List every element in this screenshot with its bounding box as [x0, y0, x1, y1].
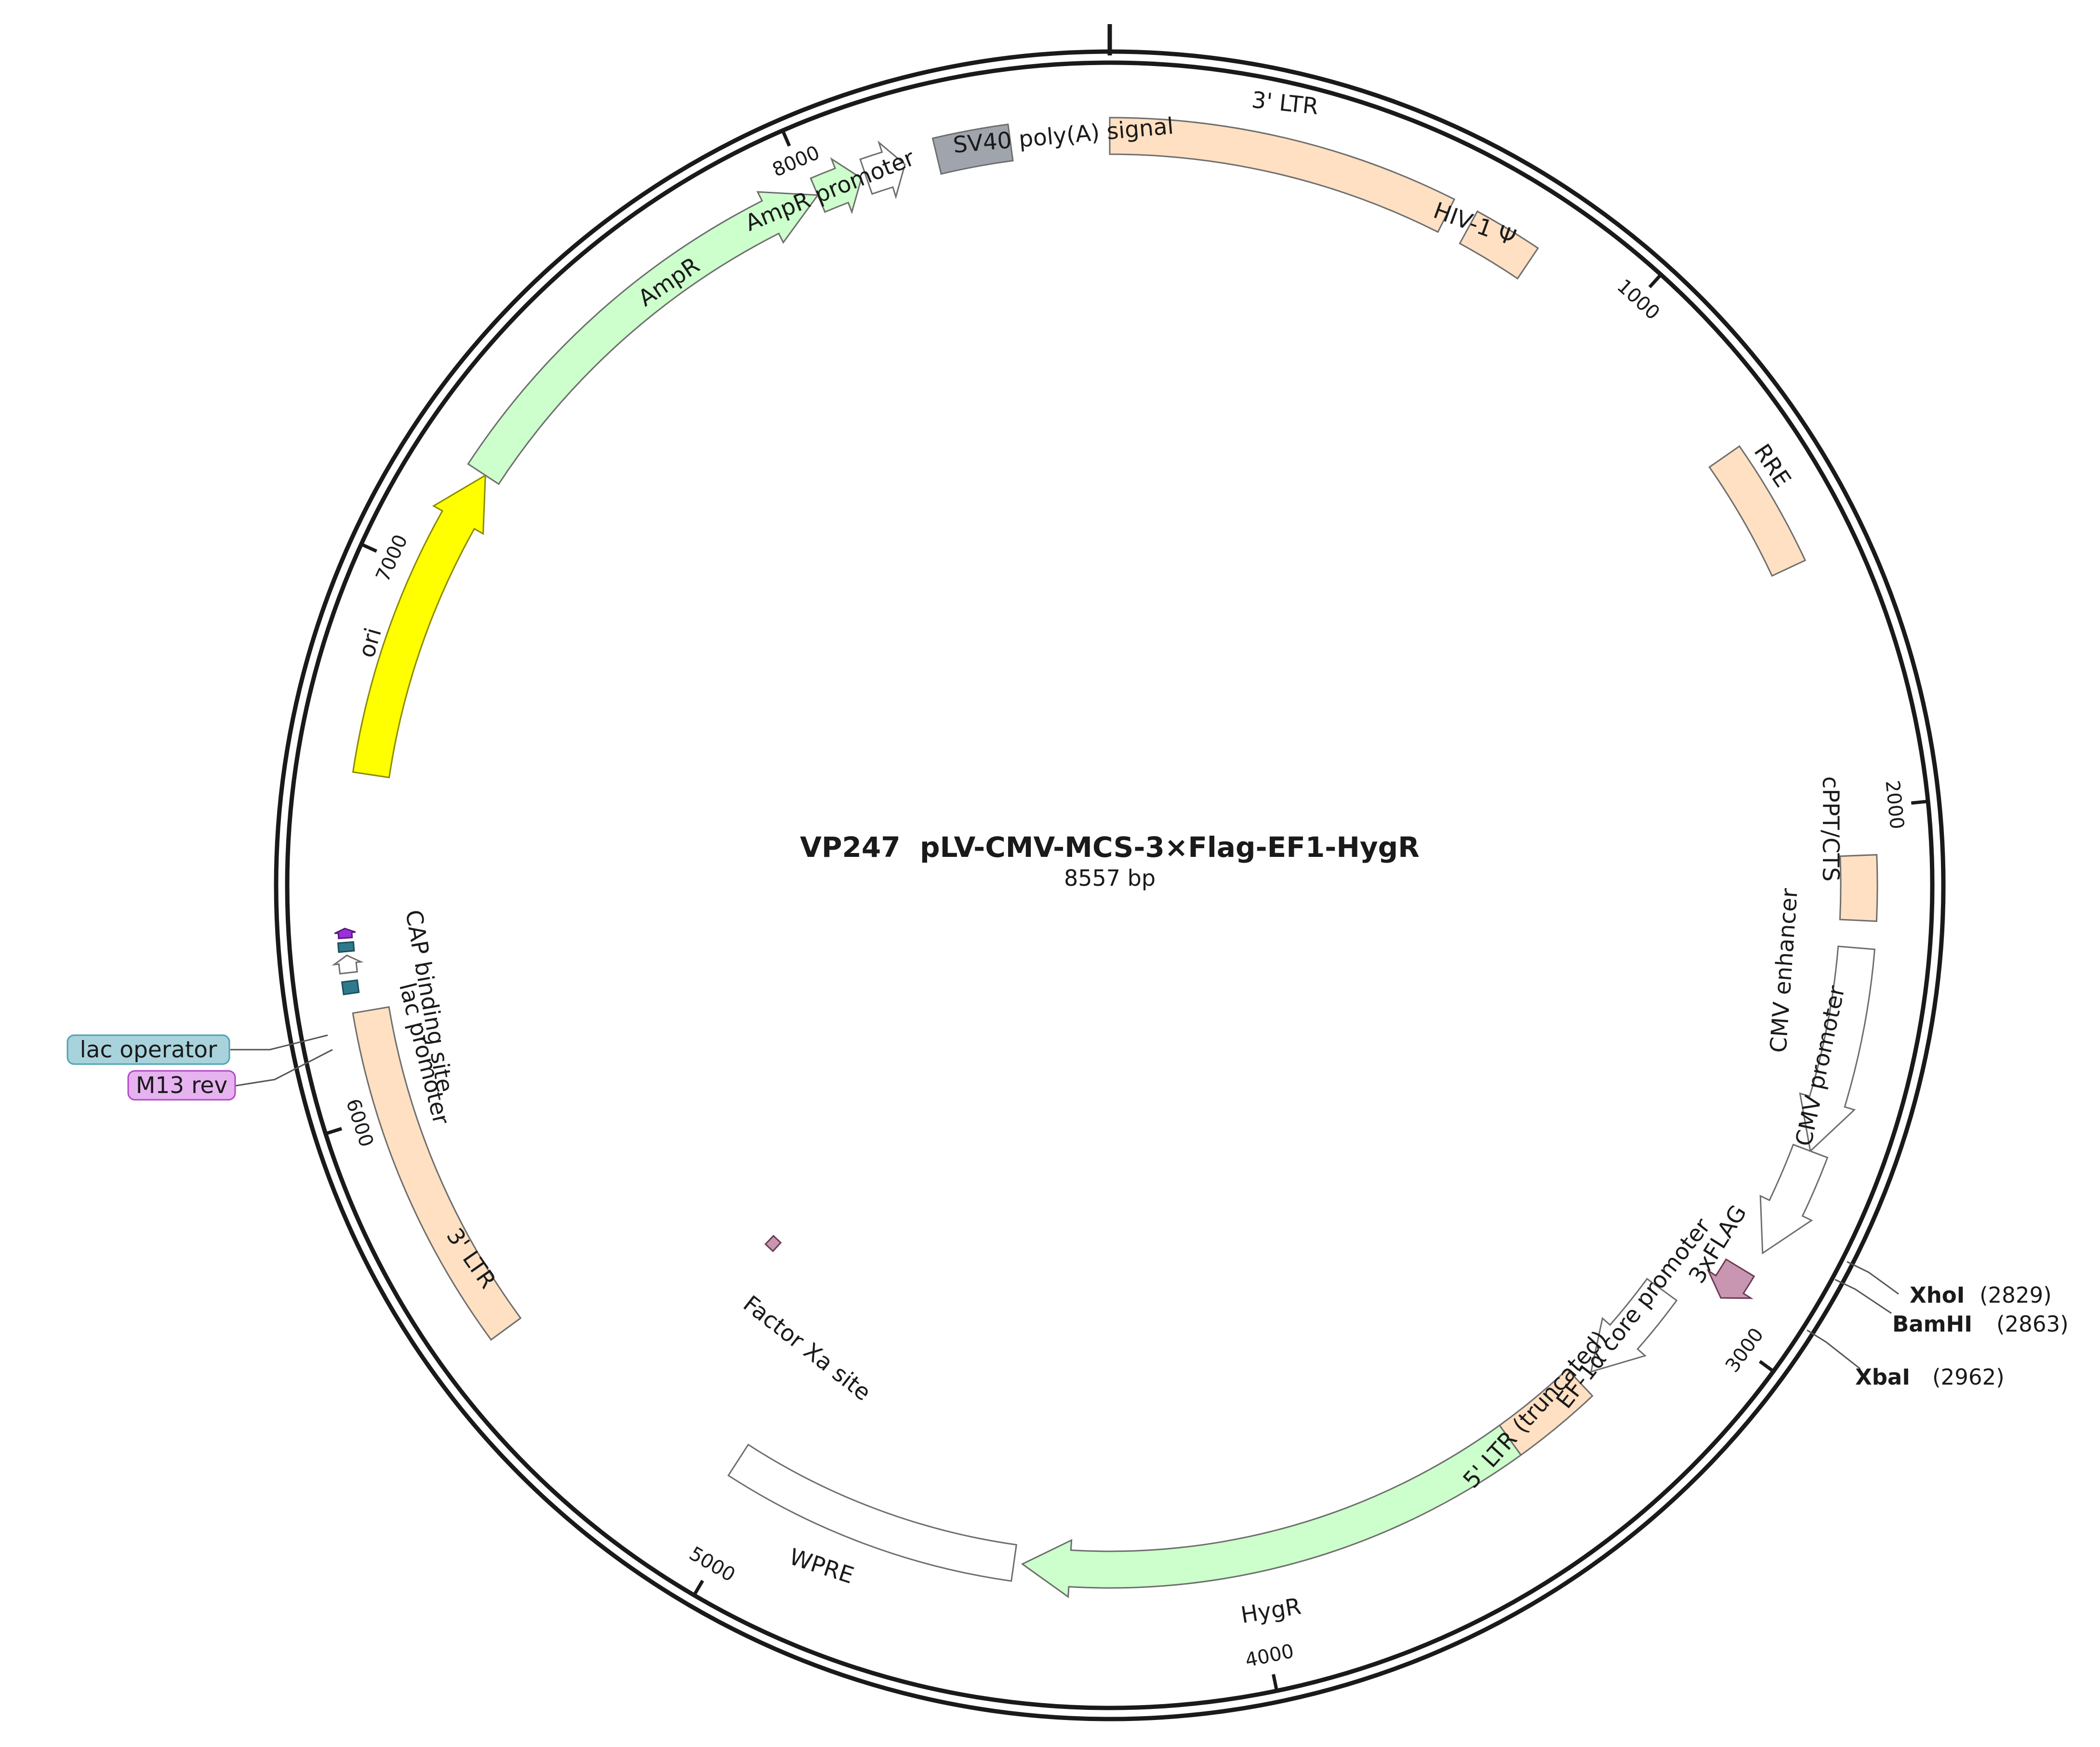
feature-hygr[interactable] [1021, 1424, 1522, 1599]
feature-ampr-promoter-head[interactable] [859, 140, 906, 200]
tag-lac-operator: lac operator [80, 1037, 217, 1063]
feature-factor-xa[interactable] [764, 1235, 782, 1253]
site-leader-bamhi [1834, 1279, 1892, 1314]
tick-label-5000: 5000 [685, 1543, 739, 1587]
feature-cap-site[interactable] [341, 979, 360, 996]
tick-label-2000: 2000 [1881, 779, 1908, 830]
restriction-sites: XhoI (2829) BamHI (2863) XbaI (2962) [1807, 1261, 2069, 1390]
site-leader-xbai [1807, 1329, 1861, 1370]
feature-wpre[interactable] [727, 1443, 1017, 1582]
segment-divider [1793, 1144, 1828, 1159]
label-factor-xa-site: Factor Xa site [738, 1291, 876, 1406]
site-position-xhoi: (2829) [1980, 1282, 2052, 1308]
feature-sv40-polya[interactable] [931, 123, 1014, 175]
tag-m13-rev: M13 rev [136, 1072, 227, 1099]
tick-3000 [1758, 1360, 1775, 1373]
feature-hiv1-psi[interactable] [1459, 210, 1539, 280]
label-wpre: WPRE [786, 1544, 857, 1589]
feature-m13-rev[interactable] [334, 927, 356, 939]
feature-lac-promoter[interactable] [332, 954, 364, 975]
tag-leader-m13-rev [235, 1049, 333, 1087]
site-name-xbai: XbaI [1855, 1364, 1910, 1390]
feature-ef1a-core[interactable] [1590, 1278, 1678, 1373]
features [332, 117, 1878, 1599]
label-hygr: HygR [1239, 1593, 1303, 1629]
tick-label-1000: 1000 [1613, 275, 1664, 324]
tick-label-6000: 6000 [342, 1096, 378, 1150]
tick-label-7000: 7000 [372, 531, 412, 585]
site-position-xbai: (2962) [1932, 1364, 2005, 1390]
label-3-ltr-top: 3' LTR [1250, 87, 1320, 120]
segment-divider [810, 178, 826, 213]
tag-m13-rev-box [127, 1070, 236, 1101]
site-leader-xhoi [1847, 1261, 1899, 1295]
site-name-bamhi: BamHI [1892, 1311, 1972, 1337]
tag-leader-lac-operator [230, 1034, 328, 1051]
feature-lac-operator[interactable] [337, 941, 355, 953]
tick-7000 [360, 543, 377, 553]
map-title: VP247 pLV-CMV-MCS-3×Flag-EF1-HygR [800, 831, 1420, 864]
tick-label-4000: 4000 [1243, 1640, 1296, 1672]
feature-rre[interactable] [1708, 445, 1807, 577]
tick-label-8000: 8000 [769, 142, 823, 182]
tick-6000 [325, 1127, 343, 1135]
feature-flag3x[interactable] [1706, 1258, 1755, 1299]
feature-cmv-promoter[interactable] [1759, 1144, 1829, 1255]
feature-ltr3-left[interactable] [352, 1006, 522, 1341]
label-ampr-promoter: AmpR promoter [742, 145, 918, 237]
map-length: 8557 bp [1064, 865, 1156, 891]
feature-ampr-promoter[interactable] [810, 157, 863, 214]
label-cppt-cts: cPPT/CTS [1817, 776, 1844, 881]
tick-5000 [692, 1580, 704, 1596]
backbone-inner [285, 60, 1935, 1710]
tick-8000 [781, 130, 791, 147]
tick-2000 [1911, 800, 1928, 805]
tick-1000 [1648, 273, 1662, 289]
feature-ltr3-top[interactable] [1109, 117, 1456, 233]
label-5-ltr-truncated: 5' LTR (truncated) [1458, 1325, 1613, 1494]
tick-4000 [1272, 1674, 1279, 1692]
feature-cppt-cts[interactable] [1839, 854, 1878, 922]
tag-lac-operator-box [66, 1034, 230, 1065]
site-position-bamhi: (2863) [1996, 1311, 2069, 1337]
tick-label-3000: 3000 [1721, 1324, 1768, 1376]
feature-tags: lac operator M13 rev [66, 1034, 333, 1101]
site-name-xhoi: XhoI [1910, 1282, 1965, 1308]
label-cmv-enhancer: CMV enhancer [1765, 887, 1803, 1054]
feature-ampr[interactable] [467, 191, 820, 485]
